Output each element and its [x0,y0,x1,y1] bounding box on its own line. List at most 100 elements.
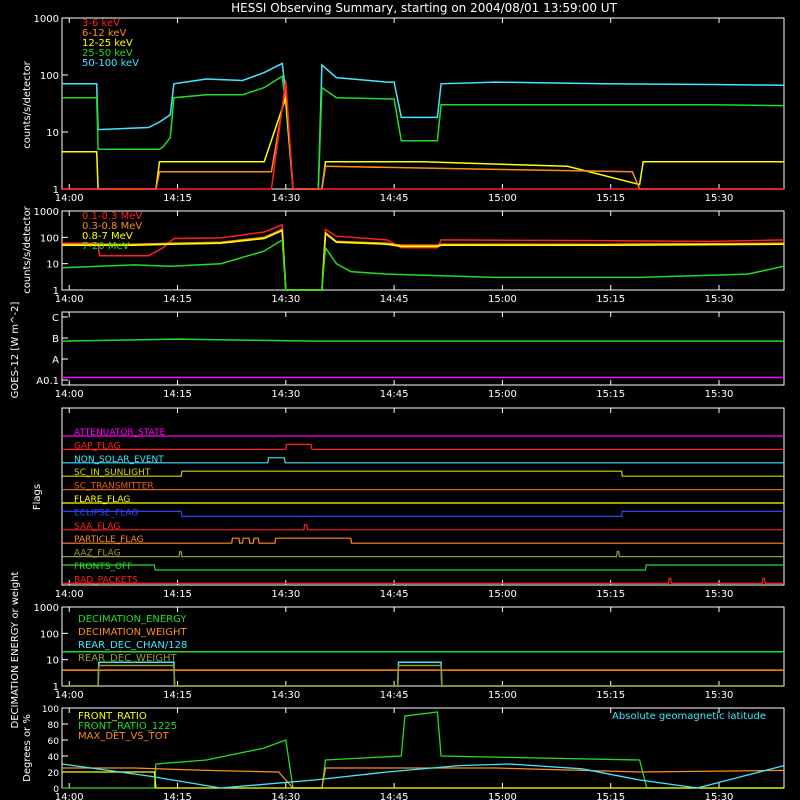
panel-frame [61,17,785,190]
series-line [61,338,784,342]
series-line [62,771,784,789]
y-tick-label: 0 [53,785,59,795]
legend-entry: 0.8-7 MeV [82,231,133,242]
x-tick-label: 15:00 [488,690,517,701]
y-axis-label: DECIMATION ENERGY or weight [10,571,21,728]
legend-entry: 0.3-0.8 MeV [82,221,142,232]
y-tick-label: 10 [46,656,59,667]
series-line [62,229,785,291]
flag-label: GAP_FLAG [74,441,120,451]
y-axis-label: GOES-12 [W m^-2] [10,302,21,399]
y-tick-label: A0.1 [36,376,59,387]
y-tick-label: 20 [48,769,60,779]
x-tick-label: 14:15 [163,193,192,204]
panel-low-energy: 14:00 14:15 14:30 14:45 15:00 15:15 15:30 count… [22,14,785,204]
flag-label: PARTICLE_FLAG [74,535,144,545]
flag-label: SC_IN_SUNLIGHT [74,468,151,478]
x-tick-label: 14:00 [55,193,84,204]
flag-label: FRONTS_OFF [74,562,132,572]
x-tick-label: 15:00 [488,389,517,400]
y-tick-label: 100 [40,71,59,82]
x-tick-label: 15:30 [705,389,734,400]
flag-label: SAA_FLAG [74,522,120,532]
x-tick-label: 14:30 [271,389,300,400]
series-line [62,80,784,190]
flag-line [62,470,784,477]
flag-label: SC_TRANSMITTER [74,482,154,492]
flag-label: FLARE_FLAG [74,495,130,505]
x-tick-label: 15:15 [596,389,625,400]
x-tick-label: 14:45 [380,193,409,204]
panel-frame [61,311,785,386]
x-tick-label: 14:30 [271,589,300,600]
x-tick-label: 15:15 [596,294,625,305]
x-tick-label: 15:15 [596,792,625,800]
panel-frame [61,606,785,687]
flag-line [62,564,784,571]
x-tick-label: 14:00 [55,389,84,400]
panel-high-energy: 14:00 14:15 14:30 14:45 15:00 15:15 15:30 count… [22,205,785,305]
x-tick-label: 14:00 [55,589,84,600]
y-axis-label: counts/s/detector [22,60,33,148]
x-tick-label: 15:00 [488,193,517,204]
panel-frame [61,210,785,291]
legend-entry: DECIMATION_WEIGHT [78,627,187,638]
legend-entry: REAR_DEC_WEIGHT [78,653,177,664]
y-tick-label: 1000 [34,207,59,218]
x-tick-label: 15:15 [596,193,625,204]
series-line [62,62,785,190]
y-tick-label: 100 [40,629,59,640]
y-axis-label: counts/s/detector [22,205,33,293]
legend-entry: 7-20 MeV [82,241,130,252]
x-tick-label: 14:45 [380,690,409,701]
x-tick-label: 15:30 [705,294,734,305]
flag-line [62,443,784,450]
legend-entry: FRONT_RATIO [78,711,147,722]
x-tick-label: 14:30 [271,294,300,305]
x-tick-label: 14:30 [271,193,300,204]
legend-entry: REAR_DEC_CHAN/128 [78,640,187,651]
panel-flags: 14:00 14:15 14:30 14:45 15:00 15:15 15:30 Flags… [32,407,785,600]
x-tick-label: 15:30 [705,690,734,701]
legend-entry: 12-25 keV [82,38,133,49]
y-tick-label: 100 [42,705,59,715]
series-line [62,711,784,789]
flag-label: ATTENUATOR_STATE [74,428,166,438]
y-tick-label: 1000 [34,603,59,614]
x-tick-label: 15:30 [705,193,734,204]
y-axis-label: Flags [32,484,43,510]
panel-ratios: 14:00 14:15 14:30 14:45 15:00 15:15 15:30 Degre… [22,705,785,800]
x-tick-label: 14:45 [380,792,409,800]
legend-entry: FRONT_RATIO_1225 [78,721,177,732]
x-tick-label: 14:00 [55,294,84,305]
y-tick-label: 10 [46,260,59,271]
x-tick-label: 15:30 [705,792,734,800]
legend-entry: 25-50 keV [82,48,133,59]
x-tick-label: 14:45 [380,389,409,400]
series-line [62,228,785,291]
flag-label: BAD_PACKETS [74,575,138,585]
x-tick-label: 14:30 [271,690,300,701]
x-tick-label: 14:30 [271,792,300,800]
x-tick-label: 15:00 [488,589,517,600]
legend-entry: 0.1-0.3 MeV [82,211,142,222]
y-axis-label: Degrees or % [22,714,33,782]
y-tick-label: 40 [48,753,60,763]
x-tick-label: 14:15 [163,389,192,400]
flag-line [62,457,784,464]
y-tick-label: 1000 [34,14,59,25]
series-line [62,664,784,687]
series-line [62,223,785,291]
flag-label: AAZ_FLAG [74,549,121,559]
x-tick-label: 15:00 [488,792,517,800]
x-tick-label: 14:00 [55,792,84,800]
figure-title: HESSI Observing Summary, starting on 200… [231,1,617,15]
flag-line [62,551,784,558]
panel-goes: 14:00 14:15 14:30 14:45 15:00 15:15 15:30 GOES-… [10,302,785,400]
y-tick-label: 1 [53,286,59,297]
y-tick-label: A [52,355,59,366]
x-tick-label: 14:15 [163,792,192,800]
x-tick-label: 15:15 [596,589,625,600]
x-tick-label: 15:00 [488,294,517,305]
legend-entry: 6-12 keV [82,28,126,39]
